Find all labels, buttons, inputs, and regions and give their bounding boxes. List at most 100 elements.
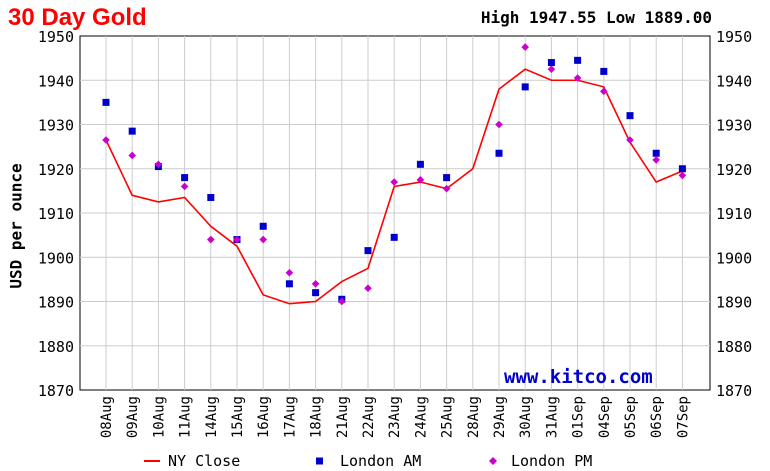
grid-lines — [80, 36, 710, 390]
london-pm-point — [547, 65, 556, 73]
london-am-point — [181, 174, 189, 182]
y-tick-label-left: 1930 — [38, 117, 74, 135]
london-am-point — [102, 98, 110, 106]
y-tick-label-right: 1870 — [716, 382, 752, 400]
london-am-point — [285, 280, 293, 288]
london-pm-point — [390, 178, 398, 186]
legend-label-london-am: London AM — [340, 452, 421, 470]
legend-label-london-pm: London PM — [511, 452, 592, 470]
y-tick-label-right: 1950 — [716, 28, 752, 46]
x-tick-label: 14Aug — [204, 396, 220, 438]
y-tick-label-left: 1910 — [38, 205, 74, 223]
x-tick-label: 11Aug — [178, 396, 194, 438]
x-tick-label: 21Aug — [335, 396, 351, 438]
london-am-point — [128, 127, 136, 135]
kitco-watermark: www.kitco.com — [504, 366, 653, 388]
y-tick-label-right: 1900 — [716, 249, 752, 267]
x-tick-label: 17Aug — [282, 396, 298, 438]
london-am-point — [207, 194, 215, 202]
y-tick-label-left: 1950 — [38, 28, 74, 46]
x-tick-label: 28Aug — [466, 396, 482, 438]
london-pm-point — [626, 136, 634, 144]
x-tick-label: 05Sep — [623, 396, 639, 438]
x-tick-label: 15Aug — [230, 396, 246, 438]
legend-square-swatch — [316, 457, 323, 465]
x-tick-label: 23Aug — [387, 396, 403, 438]
legend: NY Close London AM London PM — [144, 452, 592, 470]
y-tick-label-left: 1940 — [38, 72, 74, 90]
london-pm-point — [154, 160, 163, 169]
series-ny-close — [105, 68, 683, 305]
high-low-summary: High 1947.55 Low 1889.00 — [480, 8, 712, 27]
series-london-pm — [102, 43, 687, 306]
london-am-point — [626, 112, 634, 120]
ny-close-line — [105, 68, 683, 305]
y-tick-label-right: 1890 — [716, 294, 752, 312]
london-pm-point — [128, 151, 136, 160]
x-tick-label: 22Aug — [361, 396, 377, 438]
london-am-point — [390, 233, 398, 241]
x-tick-label: 18Aug — [309, 396, 325, 438]
x-tick-label: 10Aug — [151, 396, 167, 438]
chart-title: 30 Day Gold — [8, 4, 147, 31]
y-ticks-left: 1870 1880 1890 1900 1910 1920 1930 1940 1950 — [38, 28, 74, 400]
london-pm-point — [233, 235, 241, 244]
x-tick-label: 31Aug — [544, 396, 560, 438]
x-tick-label: 24Aug — [413, 396, 429, 438]
london-am-point — [600, 67, 608, 75]
y-tick-label-left: 1920 — [38, 161, 74, 179]
london-pm-point — [442, 184, 451, 193]
legend-label-ny-close: NY Close — [168, 452, 240, 470]
london-am-point — [521, 83, 529, 91]
x-tick-label: 06Sep — [649, 396, 665, 438]
x-tick-label: 09Aug — [125, 396, 141, 438]
y-ticks-right: 1870 1880 1890 1900 1910 1920 1930 1940 1950 — [716, 28, 752, 400]
london-pm-point — [600, 87, 608, 96]
london-am-point — [652, 149, 660, 157]
legend-diamond-swatch — [489, 457, 497, 465]
x-tick-label: 30Aug — [518, 396, 534, 438]
y-tick-label-right: 1930 — [716, 117, 752, 135]
y-tick-label-right: 1880 — [716, 338, 752, 356]
london-am-point — [312, 289, 320, 297]
london-pm-point — [338, 297, 346, 306]
x-tick-label: 16Aug — [256, 396, 272, 438]
london-am-point — [678, 165, 686, 173]
y-tick-label-left: 1900 — [38, 249, 74, 267]
x-tick-label: 29Aug — [492, 396, 508, 438]
london-pm-point — [652, 156, 660, 164]
london-pm-point — [311, 280, 320, 288]
y-tick-label-left: 1890 — [38, 294, 74, 312]
x-tick-label: 25Aug — [440, 396, 456, 438]
y-tick-label-left: 1880 — [38, 338, 74, 356]
london-pm-point — [180, 182, 189, 191]
london-pm-point — [416, 176, 425, 184]
y-tick-label-right: 1940 — [716, 72, 752, 90]
london-am-point — [416, 160, 424, 168]
x-ticks: 08Aug 09Aug 10Aug 11Aug 14Aug 15Aug 16Aug 17Aug… — [99, 396, 691, 438]
london-pm-point — [207, 235, 215, 244]
x-tick-label: 04Sep — [597, 396, 613, 438]
x-tick-label: 08Aug — [99, 396, 115, 438]
london-pm-point — [364, 284, 372, 293]
london-am-point — [547, 59, 555, 67]
london-am-point — [259, 222, 267, 230]
london-pm-point — [495, 120, 503, 129]
london-pm-point — [102, 136, 110, 144]
x-tick-label: 01Sep — [571, 396, 587, 438]
y-tick-label-right: 1910 — [716, 205, 752, 223]
london-am-point — [443, 174, 451, 182]
london-am-point — [574, 56, 582, 64]
london-am-point — [364, 247, 372, 255]
y-tick-label-right: 1920 — [716, 161, 752, 179]
london-am-point — [495, 149, 503, 157]
london-pm-point — [259, 235, 267, 244]
london-pm-point — [521, 43, 529, 51]
london-pm-point — [573, 74, 582, 82]
y-tick-label-left: 1870 — [38, 382, 74, 400]
london-pm-point — [285, 268, 294, 277]
london-pm-point — [678, 171, 687, 180]
x-tick-label: 07Sep — [675, 396, 691, 438]
